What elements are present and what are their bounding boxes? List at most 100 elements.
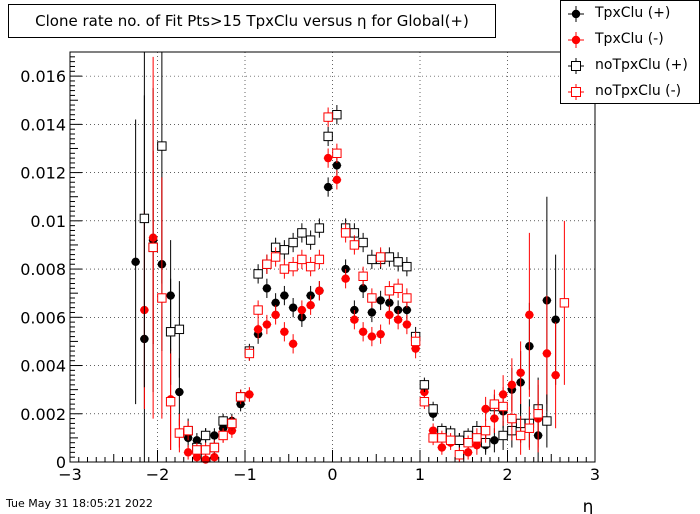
marker-circle (516, 368, 525, 377)
marker-square (279, 245, 290, 255)
data-point (262, 278, 272, 298)
marker-square (480, 425, 491, 436)
data-point (183, 445, 193, 460)
marker-circle (376, 296, 385, 305)
data-point (271, 305, 280, 325)
data-point (297, 223, 307, 243)
data-point (174, 413, 185, 453)
data-point (428, 401, 438, 417)
x-tick-label: −1 (233, 465, 257, 484)
marker-circle (551, 315, 560, 324)
marker-circle (288, 303, 298, 312)
data-point (270, 247, 281, 267)
data-point (306, 295, 315, 315)
data-point (200, 428, 211, 443)
data-point (376, 290, 385, 311)
marker-square (428, 433, 438, 443)
marker-square (174, 428, 185, 438)
marker-square (393, 283, 403, 294)
series-open-square-2 (139, 52, 552, 455)
marker-square (200, 430, 211, 441)
legend-label: noTpxClu (+) (595, 57, 688, 73)
marker-square (498, 401, 508, 412)
marker-square (349, 240, 360, 250)
data-point (262, 314, 272, 335)
marker-square (323, 131, 333, 142)
data-point (480, 418, 491, 443)
marker-square (314, 223, 325, 233)
marker-square (297, 254, 307, 265)
data-point (253, 319, 263, 339)
marker-circle (210, 431, 219, 440)
data-point (542, 394, 552, 448)
data-point (384, 281, 395, 301)
marker-circle (245, 390, 254, 399)
data-point (367, 326, 377, 347)
data-point (481, 396, 490, 421)
marker-circle (463, 448, 473, 457)
data-point (393, 278, 403, 298)
marker-square (270, 252, 281, 262)
marker-square (384, 252, 395, 262)
data-point (262, 254, 272, 274)
data-point (437, 430, 447, 446)
marker-circle (280, 291, 289, 300)
data-point (551, 322, 560, 429)
marker-circle (402, 305, 412, 315)
data-point (332, 105, 342, 125)
marker-circle (367, 332, 377, 341)
legend-marker-red-filled-circle (568, 32, 584, 48)
x-tick-label: 3 (590, 465, 600, 484)
data-point (305, 230, 316, 250)
data-point (280, 285, 289, 306)
marker-circle (175, 387, 184, 397)
data-point (367, 249, 377, 270)
marker-circle (428, 426, 438, 435)
y-tick-label: 0 (56, 453, 66, 472)
data-point (350, 310, 359, 330)
legend-marker-black-filled-circle (568, 6, 584, 22)
data-point (384, 247, 395, 267)
data-point (393, 252, 403, 272)
data-point (200, 442, 211, 458)
data-point (253, 264, 263, 284)
marker-circle (385, 310, 394, 320)
marker-circle (376, 329, 385, 339)
legend-label: TpxClu (+) (595, 5, 671, 21)
marker-square (192, 445, 202, 455)
marker-square (428, 404, 438, 414)
data-point (323, 148, 333, 168)
marker-square (402, 261, 412, 272)
y-tick-label: 0.008 (20, 260, 66, 279)
marker-square (454, 435, 465, 445)
marker-square (200, 445, 211, 455)
marker-circle (358, 284, 368, 293)
marker-square (559, 298, 570, 308)
legend-marker-red-open-square (568, 84, 584, 100)
axes: −3 −2 −1 0 1 2 3 0 0.002 0.004 0.006 0.008 0.01 0.012… (20, 51, 600, 484)
x-tick-label: −3 (58, 465, 82, 484)
legend-item-tpxclu-minus: TpxClu (-) (561, 27, 700, 53)
data-point (288, 232, 298, 253)
marker-circle (306, 291, 315, 300)
marker-circle (323, 153, 333, 163)
chart-title: Clone rate no. of Fit Pts>15 TpxClu vers… (35, 12, 469, 30)
data-points (131, 52, 570, 464)
data-point (375, 247, 386, 267)
legend-item-tpxclu-plus: TpxClu (+) (561, 1, 700, 27)
data-point (454, 433, 465, 448)
data-point (139, 52, 150, 388)
data-point (533, 380, 543, 448)
marker-square (375, 252, 386, 262)
marker-circle (481, 404, 490, 414)
data-point (498, 387, 508, 426)
data-point (516, 341, 525, 405)
data-point (525, 232, 534, 397)
marker-circle (490, 436, 499, 445)
marker-square (437, 433, 447, 443)
y-tick-label: 0.004 (20, 357, 66, 376)
marker-square (253, 305, 263, 315)
marker-circle (271, 298, 280, 308)
data-point (358, 266, 368, 286)
marker-circle (323, 182, 333, 192)
